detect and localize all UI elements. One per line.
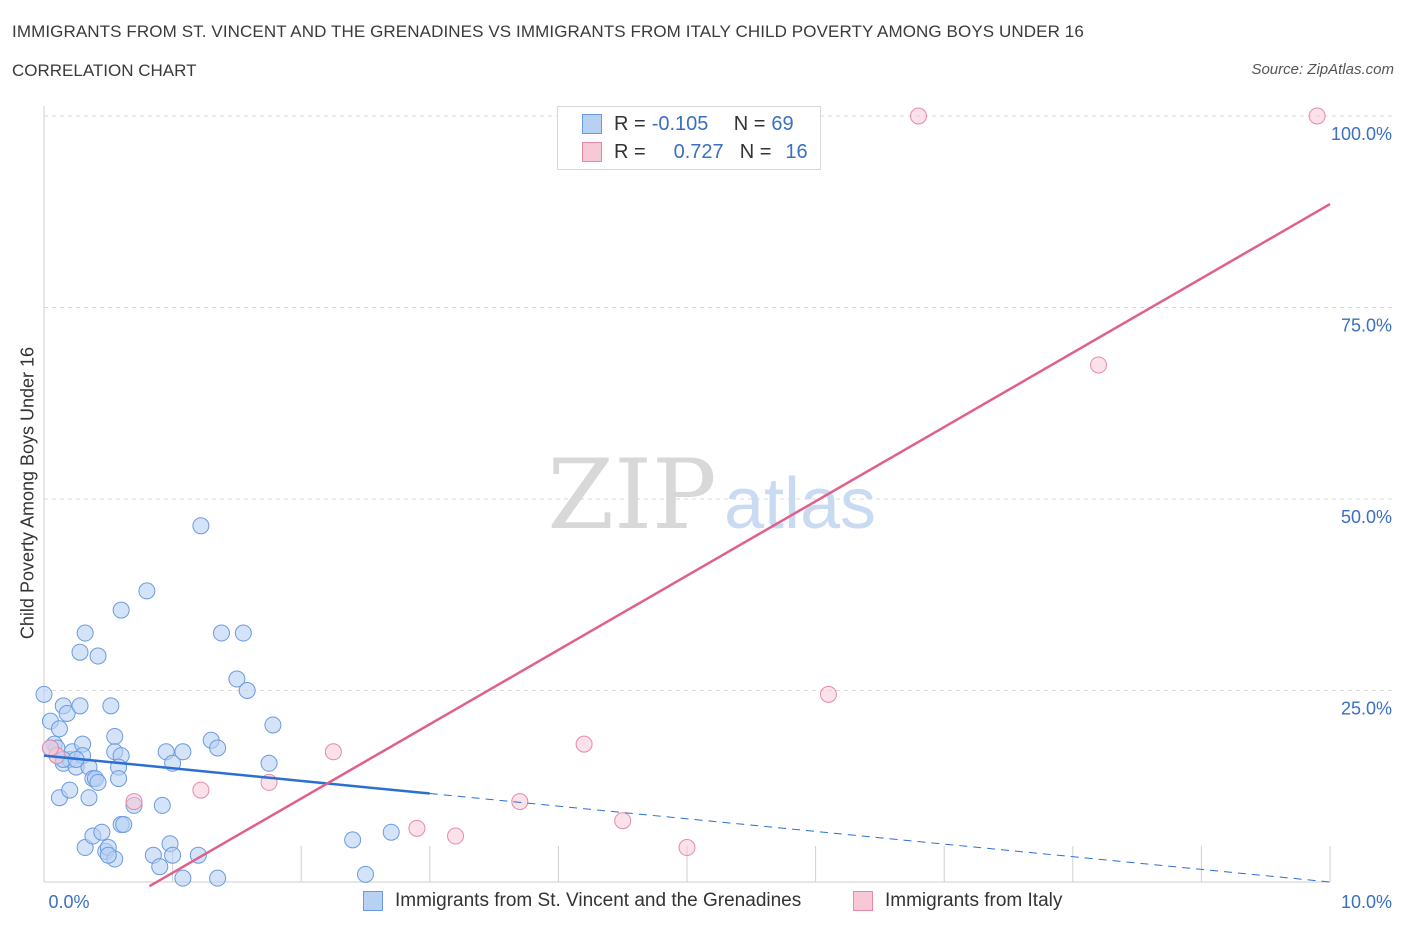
data-point-pink <box>575 735 593 753</box>
y-tick-label: 50.0% <box>1341 507 1392 527</box>
data-point-pink <box>1090 356 1108 374</box>
data-point-blue <box>260 754 278 772</box>
data-point-blue <box>71 643 89 661</box>
data-point-blue <box>99 846 117 864</box>
source-label: Source: ZipAtlas.com <box>1251 61 1394 78</box>
data-point-blue <box>174 869 192 887</box>
data-point-blue <box>164 846 182 864</box>
x-tick-label: 0.0% <box>48 892 89 912</box>
data-point-blue <box>89 647 107 665</box>
data-point-blue <box>264 716 282 734</box>
data-point-pink <box>447 827 465 845</box>
legend-r-label: R = <box>614 140 646 163</box>
data-point-blue <box>153 796 171 814</box>
legend-row-pink: R = 0.727 N = 16 <box>582 141 808 163</box>
data-point-blue <box>80 789 98 807</box>
data-point-blue <box>102 697 120 715</box>
trend-line-blue-extension <box>429 793 1331 883</box>
x-tick-label: 10.0% <box>1341 892 1392 912</box>
data-point-blue <box>382 823 400 841</box>
data-point-blue <box>71 697 89 715</box>
legend-swatch-pink <box>582 142 602 162</box>
data-point-blue <box>61 781 79 799</box>
data-point-pink <box>909 107 927 125</box>
data-point-blue <box>212 624 230 642</box>
data-point-blue <box>106 727 124 745</box>
data-point-pink <box>614 812 632 830</box>
bottom-legend-swatch-pink <box>853 891 873 911</box>
legend-row-blue: R = -0.105 N = 69 <box>582 113 794 135</box>
watermark: ZIP atlas <box>547 439 876 551</box>
data-point-pink <box>125 793 143 811</box>
data-point-blue <box>174 743 192 761</box>
legend-r-value: -0.105 <box>651 112 709 135</box>
data-point-blue <box>151 858 169 876</box>
y-tick-label: 75.0% <box>1341 316 1392 336</box>
legend-n-value: 69 <box>771 112 794 135</box>
data-point-blue <box>58 704 76 722</box>
data-point-pink <box>678 839 696 857</box>
legend-n-label: N = <box>739 140 772 163</box>
data-point-blue <box>344 831 362 849</box>
legend-n-value: 16 <box>785 140 808 163</box>
data-point-blue <box>357 865 374 883</box>
series-blue-points <box>35 517 400 887</box>
y-tick-label: 25.0% <box>1341 699 1392 719</box>
data-point-blue <box>209 739 227 757</box>
legend-n-label: N = <box>733 112 766 135</box>
data-point-pink <box>324 743 342 761</box>
watermark-atlas: atlas <box>724 464 876 544</box>
data-point-pink <box>511 793 529 811</box>
bottom-legend-blue: Immigrants from St. Vincent and the Gren… <box>363 890 801 912</box>
data-point-blue <box>35 685 53 703</box>
watermark-zip: ZIP <box>547 439 716 551</box>
bottom-legend-swatch-blue <box>363 891 383 911</box>
data-point-pink <box>408 819 426 837</box>
legend-swatch-blue <box>582 114 602 134</box>
chart-subtitle: CORRELATION CHART <box>12 61 197 80</box>
y-axis-title: Child Poverty Among Boys Under 16 <box>17 346 38 640</box>
data-point-pink <box>819 685 837 703</box>
legend-r-value: 0.727 <box>673 140 724 163</box>
data-point-blue <box>89 773 107 791</box>
trend-line-pink <box>148 203 1331 888</box>
data-point-blue <box>76 624 94 642</box>
bottom-legend-pink: Immigrants from Italy <box>853 890 1062 912</box>
data-point-blue <box>110 770 128 788</box>
trend-lines <box>43 203 1331 888</box>
chart-title: IMMIGRANTS FROM ST. VINCENT AND THE GREN… <box>12 22 1084 41</box>
y-tick-label: 100.0% <box>1331 124 1392 144</box>
data-point-blue <box>112 601 130 619</box>
data-point-blue <box>115 816 133 834</box>
data-point-pink <box>192 781 210 799</box>
data-point-pink <box>41 739 59 757</box>
data-point-blue <box>209 869 227 887</box>
data-point-blue <box>238 682 256 699</box>
grid-lines <box>44 115 1392 691</box>
data-point-blue <box>138 582 156 600</box>
bottom-legend-label-pink: Immigrants from Italy <box>885 890 1063 911</box>
data-point-pink <box>1308 107 1326 125</box>
legend-r-label: R = <box>614 112 646 135</box>
trend-line-blue <box>43 754 430 795</box>
tick-labels: 25.0% 50.0% 75.0% 100.0% 0.0% 10.0% <box>48 124 1392 912</box>
data-point-blue <box>228 670 246 688</box>
data-point-blue <box>93 823 111 841</box>
data-point-blue <box>192 517 210 535</box>
data-point-blue <box>50 720 68 738</box>
bottom-legend-label-blue: Immigrants from St. Vincent and the Gren… <box>395 890 802 911</box>
correlation-legend: R = -0.105 N = 69 R = 0.727 N = 16 <box>557 106 821 170</box>
data-point-blue <box>234 624 252 642</box>
